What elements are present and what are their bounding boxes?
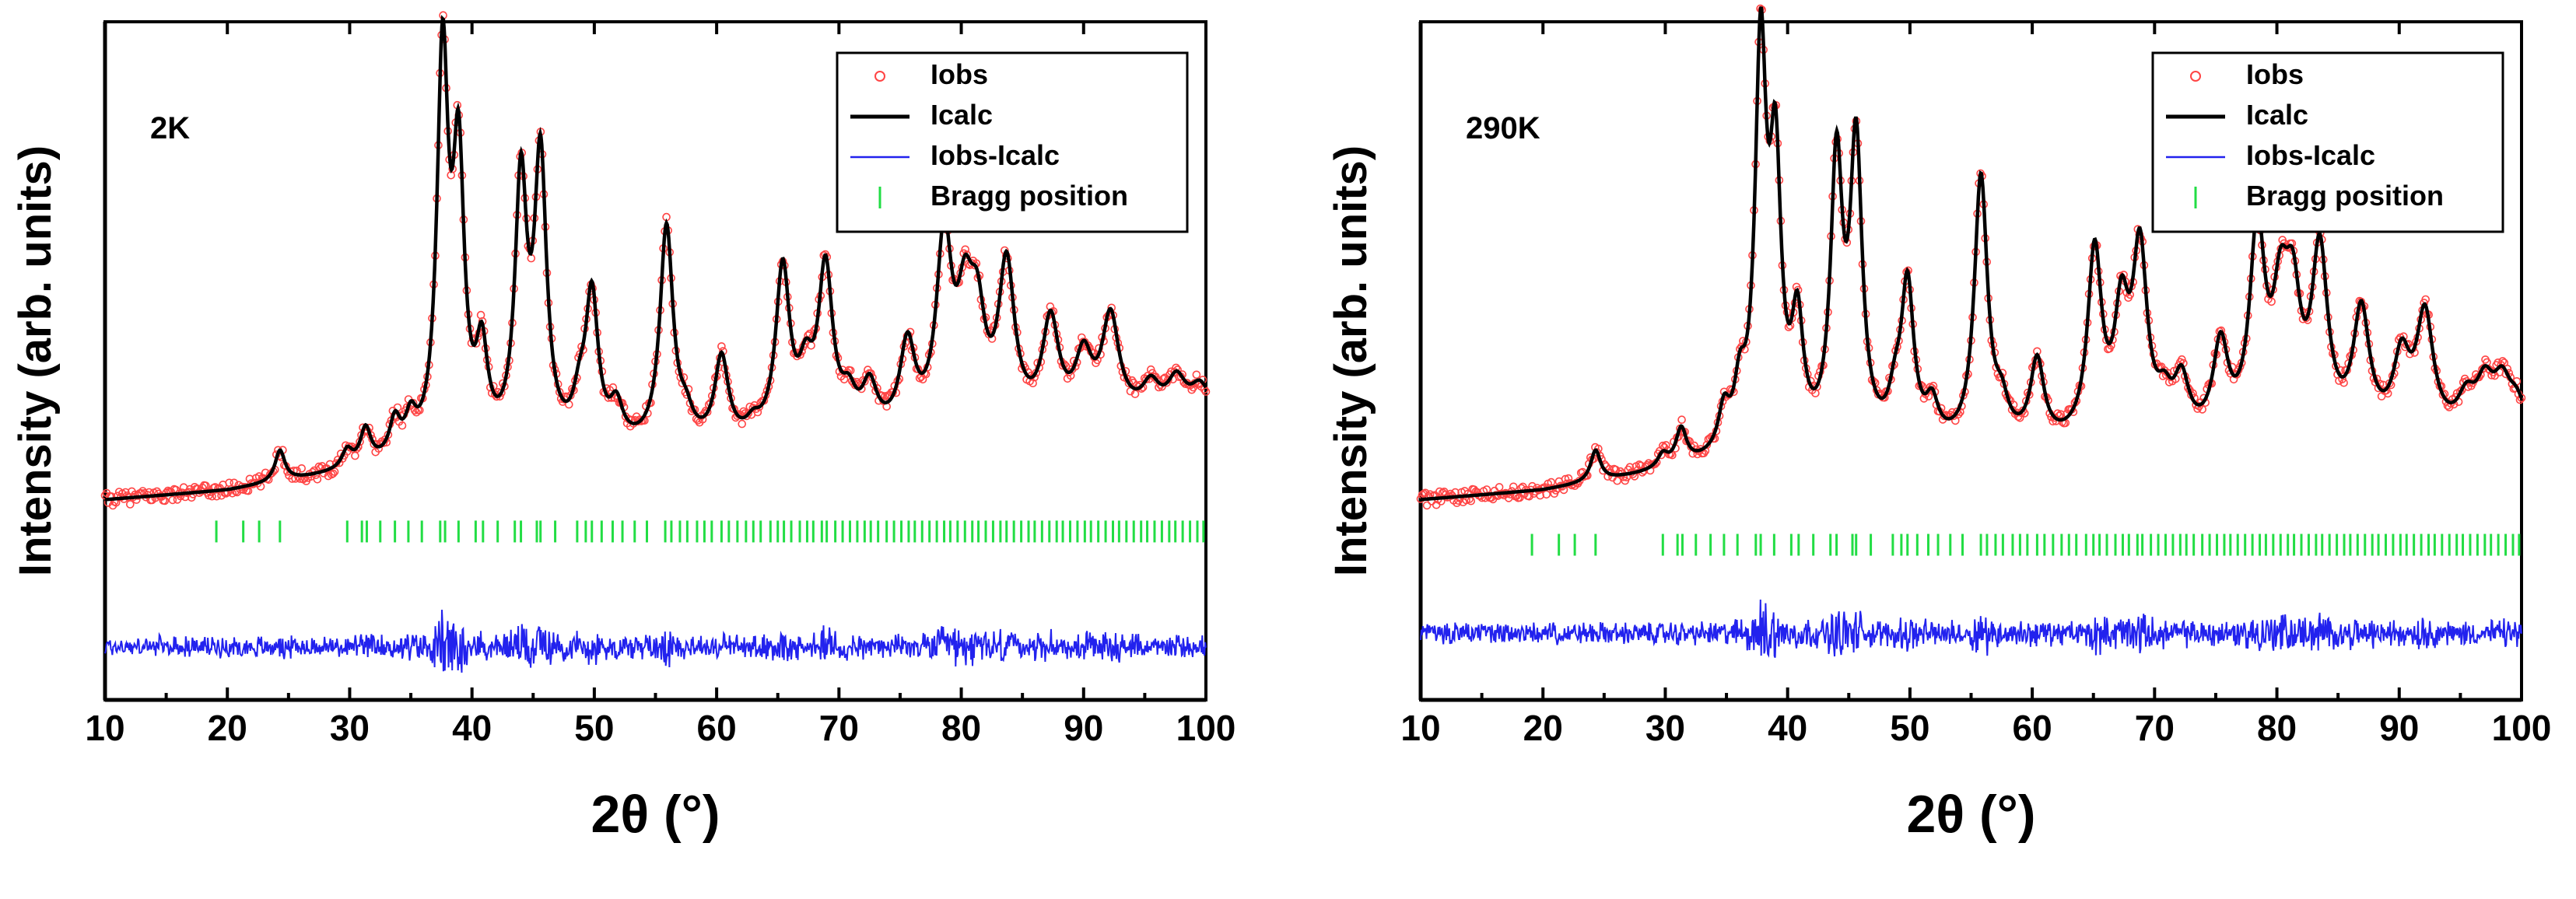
- legend-frame: [836, 51, 1189, 233]
- iobs-point: [1564, 474, 1573, 483]
- legend-frame: [2151, 51, 2504, 233]
- iobs-point: [1702, 440, 1712, 450]
- icalc-line: [105, 15, 1207, 502]
- iobs-point: [604, 394, 613, 402]
- x-tick-label: 50: [574, 708, 614, 748]
- x-tick-label: 10: [1400, 708, 1440, 748]
- x-axis-label: 2θ (°): [1907, 785, 2036, 844]
- iobs-point: [1495, 483, 1504, 491]
- legend-label: Icalc: [2246, 99, 2308, 131]
- x-tick-label: 90: [1064, 708, 1103, 748]
- iobs-point: [717, 342, 726, 351]
- iobs-point: [2267, 297, 2276, 306]
- iobs-point: [313, 474, 322, 484]
- legend-label: Iobs: [2246, 58, 2304, 90]
- iobs-point: [1201, 387, 1211, 396]
- iobs-point: [168, 495, 177, 505]
- iobs-point: [1950, 416, 1960, 425]
- temperature-label: 2K: [150, 111, 190, 145]
- icalc-line: [1421, 6, 2524, 502]
- iobs-point: [261, 468, 270, 477]
- iobs-point: [738, 419, 747, 429]
- chart-panel-290k: 10 20 30 40 50 60 70 80 90 100 290K Iobs Icalc Iobs…: [1288, 0, 2576, 895]
- x-tick-label: 30: [330, 708, 370, 748]
- iobs-point: [1677, 415, 1686, 425]
- iobs-point: [881, 392, 889, 401]
- legend-label: Iobs: [931, 58, 988, 90]
- x-tick-label: 20: [208, 708, 247, 748]
- iobs-point: [398, 421, 407, 430]
- x-tick-label: 70: [2135, 708, 2175, 748]
- x-tick-label: 60: [697, 708, 737, 748]
- iobs-point: [212, 491, 221, 501]
- chart-panel-2k: 10 20 30 40 50 60 70 80 90 100 2K Iobs Icalc Iobs-I…: [0, 0, 1288, 895]
- legend-label: Iobs-Icalc: [931, 139, 1060, 171]
- legend: Iobs Icalc Iobs-Icalc Bragg position: [2151, 51, 2504, 233]
- iobs-point: [286, 467, 295, 476]
- iobs-point: [1661, 441, 1670, 450]
- x-tick-label: 20: [1523, 708, 1563, 748]
- iobs-point: [2339, 378, 2348, 387]
- iobs-point: [2198, 405, 2206, 414]
- iobs-point: [2383, 389, 2392, 398]
- iobs-point: [839, 375, 849, 384]
- diffraction-chart-2k: 10 20 30 40 50 60 70 80 90 100 2K Iobs Icalc Iobs-I…: [10, 11, 1236, 844]
- iobs-point: [160, 496, 170, 505]
- iobs-point: [1509, 482, 1518, 491]
- y-axis-label: Intensity (arb. units): [10, 145, 61, 576]
- legend-label: Icalc: [931, 99, 993, 131]
- x-tick-label: 80: [2257, 708, 2297, 748]
- iobs-point: [328, 469, 338, 478]
- iobs-point: [330, 467, 339, 476]
- iobs-point: [1192, 370, 1201, 380]
- x-tick-label: 100: [2492, 708, 2552, 748]
- iobs-point: [807, 341, 815, 350]
- temperature-label: 290K: [1466, 111, 1540, 145]
- x-tick-label: 70: [819, 708, 859, 748]
- iobs-point: [1422, 501, 1432, 510]
- legend-label: Bragg position: [2246, 180, 2444, 212]
- y-axis-label: Intensity (arb. units): [1326, 145, 1376, 576]
- iobs-point: [126, 500, 135, 509]
- iobs-point: [1625, 463, 1635, 472]
- iobs-point: [1467, 496, 1475, 505]
- x-tick-label: 50: [1890, 708, 1929, 748]
- x-tick-label: 60: [2013, 708, 2052, 748]
- legend-marker-iobs: [2190, 71, 2201, 82]
- diffraction-chart-290k: 10 20 30 40 50 60 70 80 90 100 290K IobsIcalcIobs…: [1326, 4, 2552, 844]
- difference-line: [1420, 599, 2522, 658]
- iobs-point: [1561, 474, 1570, 484]
- iobs-point: [297, 463, 307, 473]
- x-tick-label: 40: [1768, 708, 1807, 748]
- iobs-point: [1130, 390, 1140, 398]
- x-tick-label: 80: [941, 708, 981, 748]
- legend-label: Iobs-Icalc: [2246, 139, 2375, 171]
- iobs-point: [208, 491, 216, 501]
- legend-label: Bragg position: [931, 180, 1128, 212]
- x-tick-label: 30: [1645, 708, 1685, 748]
- iobs-point: [2056, 410, 2066, 419]
- x-tick-label: 90: [2379, 708, 2419, 748]
- iobs-point: [1029, 379, 1037, 388]
- difference-line: [104, 610, 1207, 673]
- legend-marker-iobs: [874, 71, 885, 82]
- iobs-point: [230, 478, 239, 488]
- x-tick-label: 100: [1176, 708, 1236, 748]
- iobs-point: [351, 451, 359, 460]
- iobs-point: [2178, 355, 2186, 364]
- x-axis-label: 2θ (°): [591, 785, 720, 844]
- x-tick-label: 10: [85, 708, 124, 748]
- legend: Iobs Icalc Iobs-Icalc Bragg position: [836, 51, 1189, 233]
- iobs-point: [970, 261, 980, 270]
- x-tick-label: 40: [452, 708, 492, 748]
- iobs-point: [244, 486, 253, 495]
